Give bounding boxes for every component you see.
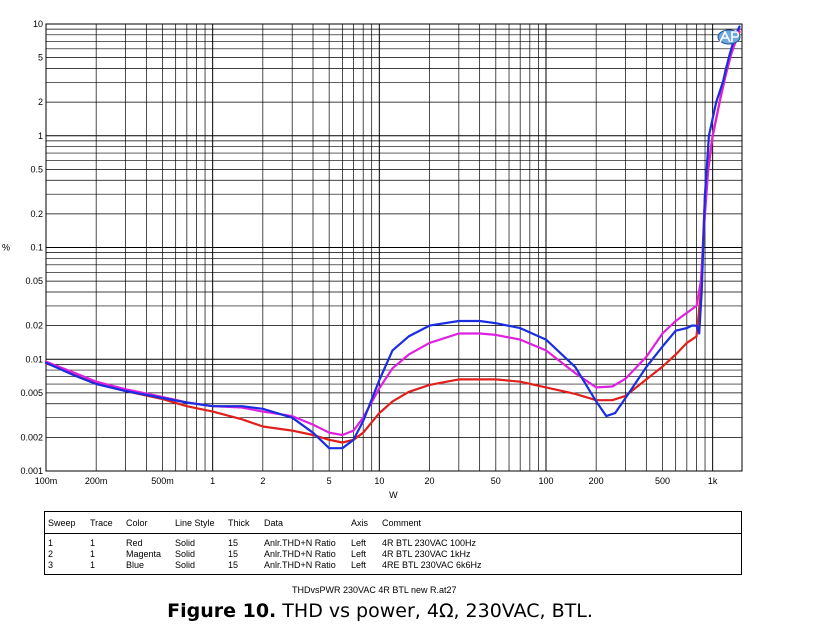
series-lines [44,25,741,450]
y-tick-label: 10 [33,19,43,29]
chart-grid [45,23,742,472]
cell-data: Anlr.THD+N Ratio [264,538,336,548]
x-tick-label: 50 [491,476,501,486]
cell-trace: 1 [90,538,96,548]
header-color: Color [126,518,148,528]
cell-trace: 1 [90,549,96,559]
header-line-style: Line Style [175,518,215,528]
x-tick-label: 500 [655,476,670,486]
cell-sweep: 1 [48,538,54,548]
y-tick-label: 1 [38,131,43,141]
y-tick-label: 0.5 [30,164,43,174]
y-tick-label: 0.01 [25,354,43,364]
x-tick-label: 1 [210,476,215,486]
x-axis-label: W [389,490,398,500]
x-tick-label: 100m [35,476,58,486]
cell-trace: 1 [90,560,96,570]
x-tick-labels: 100m 200m 500m 1 2 5 10 20 50 100 200 500 1k [35,476,718,486]
caption-label: Figure 10. [167,600,277,622]
cell-color: Magenta [126,549,162,559]
cell-axis: Left [351,549,367,559]
x-tick-label: 100 [538,476,553,486]
header-comment: Comment [382,518,422,528]
y-tick-label: 0.002 [20,432,43,442]
cell-comment: 4RE BTL 230VAC 6k6Hz [382,560,482,570]
x-tick-label: 5 [327,476,332,486]
y-tick-label: 0.005 [20,388,43,398]
caption-text: THD vs power, 4Ω, 230VAC, BTL. [276,600,593,622]
cell-comment: 4R BTL 230VAC 100Hz [382,538,477,548]
x-tick-label: 200 [589,476,604,486]
cell-color: Red [126,538,143,548]
x-tick-label: 2 [260,476,265,486]
thd-vs-power-chart: 10 5 2 1 0.5 0.2 0.1 0.05 0.02 0.01 0.005 0.002 0.00… [2,19,743,500]
cell-line-style: Solid [175,538,196,548]
y-axis-label: % [2,243,10,253]
plot-frame [45,23,743,472]
y-tick-label: 0.1 [30,243,43,253]
cell-sweep: 2 [48,549,54,559]
y-tick-label: 0.001 [20,466,43,476]
header-trace: Trace [90,518,113,528]
figure-caption: Figure 10. THD vs power, 4Ω, 230VAC, BTL… [0,600,760,622]
cell-axis: Left [351,560,367,570]
cell-data: Anlr.THD+N Ratio [264,560,336,570]
cell-axis: Left [351,538,367,548]
ap-logo [717,29,741,45]
x-tick-label: 1k [708,476,718,486]
x-tick-label: 10 [374,476,384,486]
cell-thick: 15 [228,538,239,548]
sweep-table-header: Sweep Trace Color Line Style Thick Data … [45,512,741,534]
y-tick-label: 5 [38,53,43,63]
x-tick-label: 500m [151,476,174,486]
series-line-1 [44,30,741,444]
y-tick-labels: 10 5 2 1 0.5 0.2 0.1 0.05 0.02 0.01 0.005 0.002 0.00… [20,19,43,476]
cell-thick: 15 [228,549,239,559]
cell-line-style: Solid [175,549,196,559]
series-line-2 [44,28,741,437]
y-tick-label: 0.05 [25,276,43,286]
cell-thick: 15 [228,560,239,570]
cell-comment: 4R BTL 230VAC 1kHz [382,549,471,559]
header-thick: Thick [228,518,250,528]
sweep-table: Sweep Trace Color Line Style Thick Data … [44,511,742,575]
y-tick-label: 2 [38,97,43,107]
cell-sweep: 3 [48,560,54,570]
y-tick-label: 0.2 [30,209,43,219]
x-tick-label: 200m [85,476,108,486]
series-line-3 [44,25,741,450]
cell-color: Blue [126,560,145,570]
cell-line-style: Solid [175,560,196,570]
x-tick-label: 20 [424,476,434,486]
y-tick-label: 0.02 [25,321,43,331]
header-axis: Axis [351,518,369,528]
header-sweep: Sweep [48,518,76,528]
header-data: Data [264,518,284,528]
file-name: THDvsPWR 230VAC 4R BTL new R.at27 [292,585,457,595]
cell-data: Anlr.THD+N Ratio [264,549,336,559]
